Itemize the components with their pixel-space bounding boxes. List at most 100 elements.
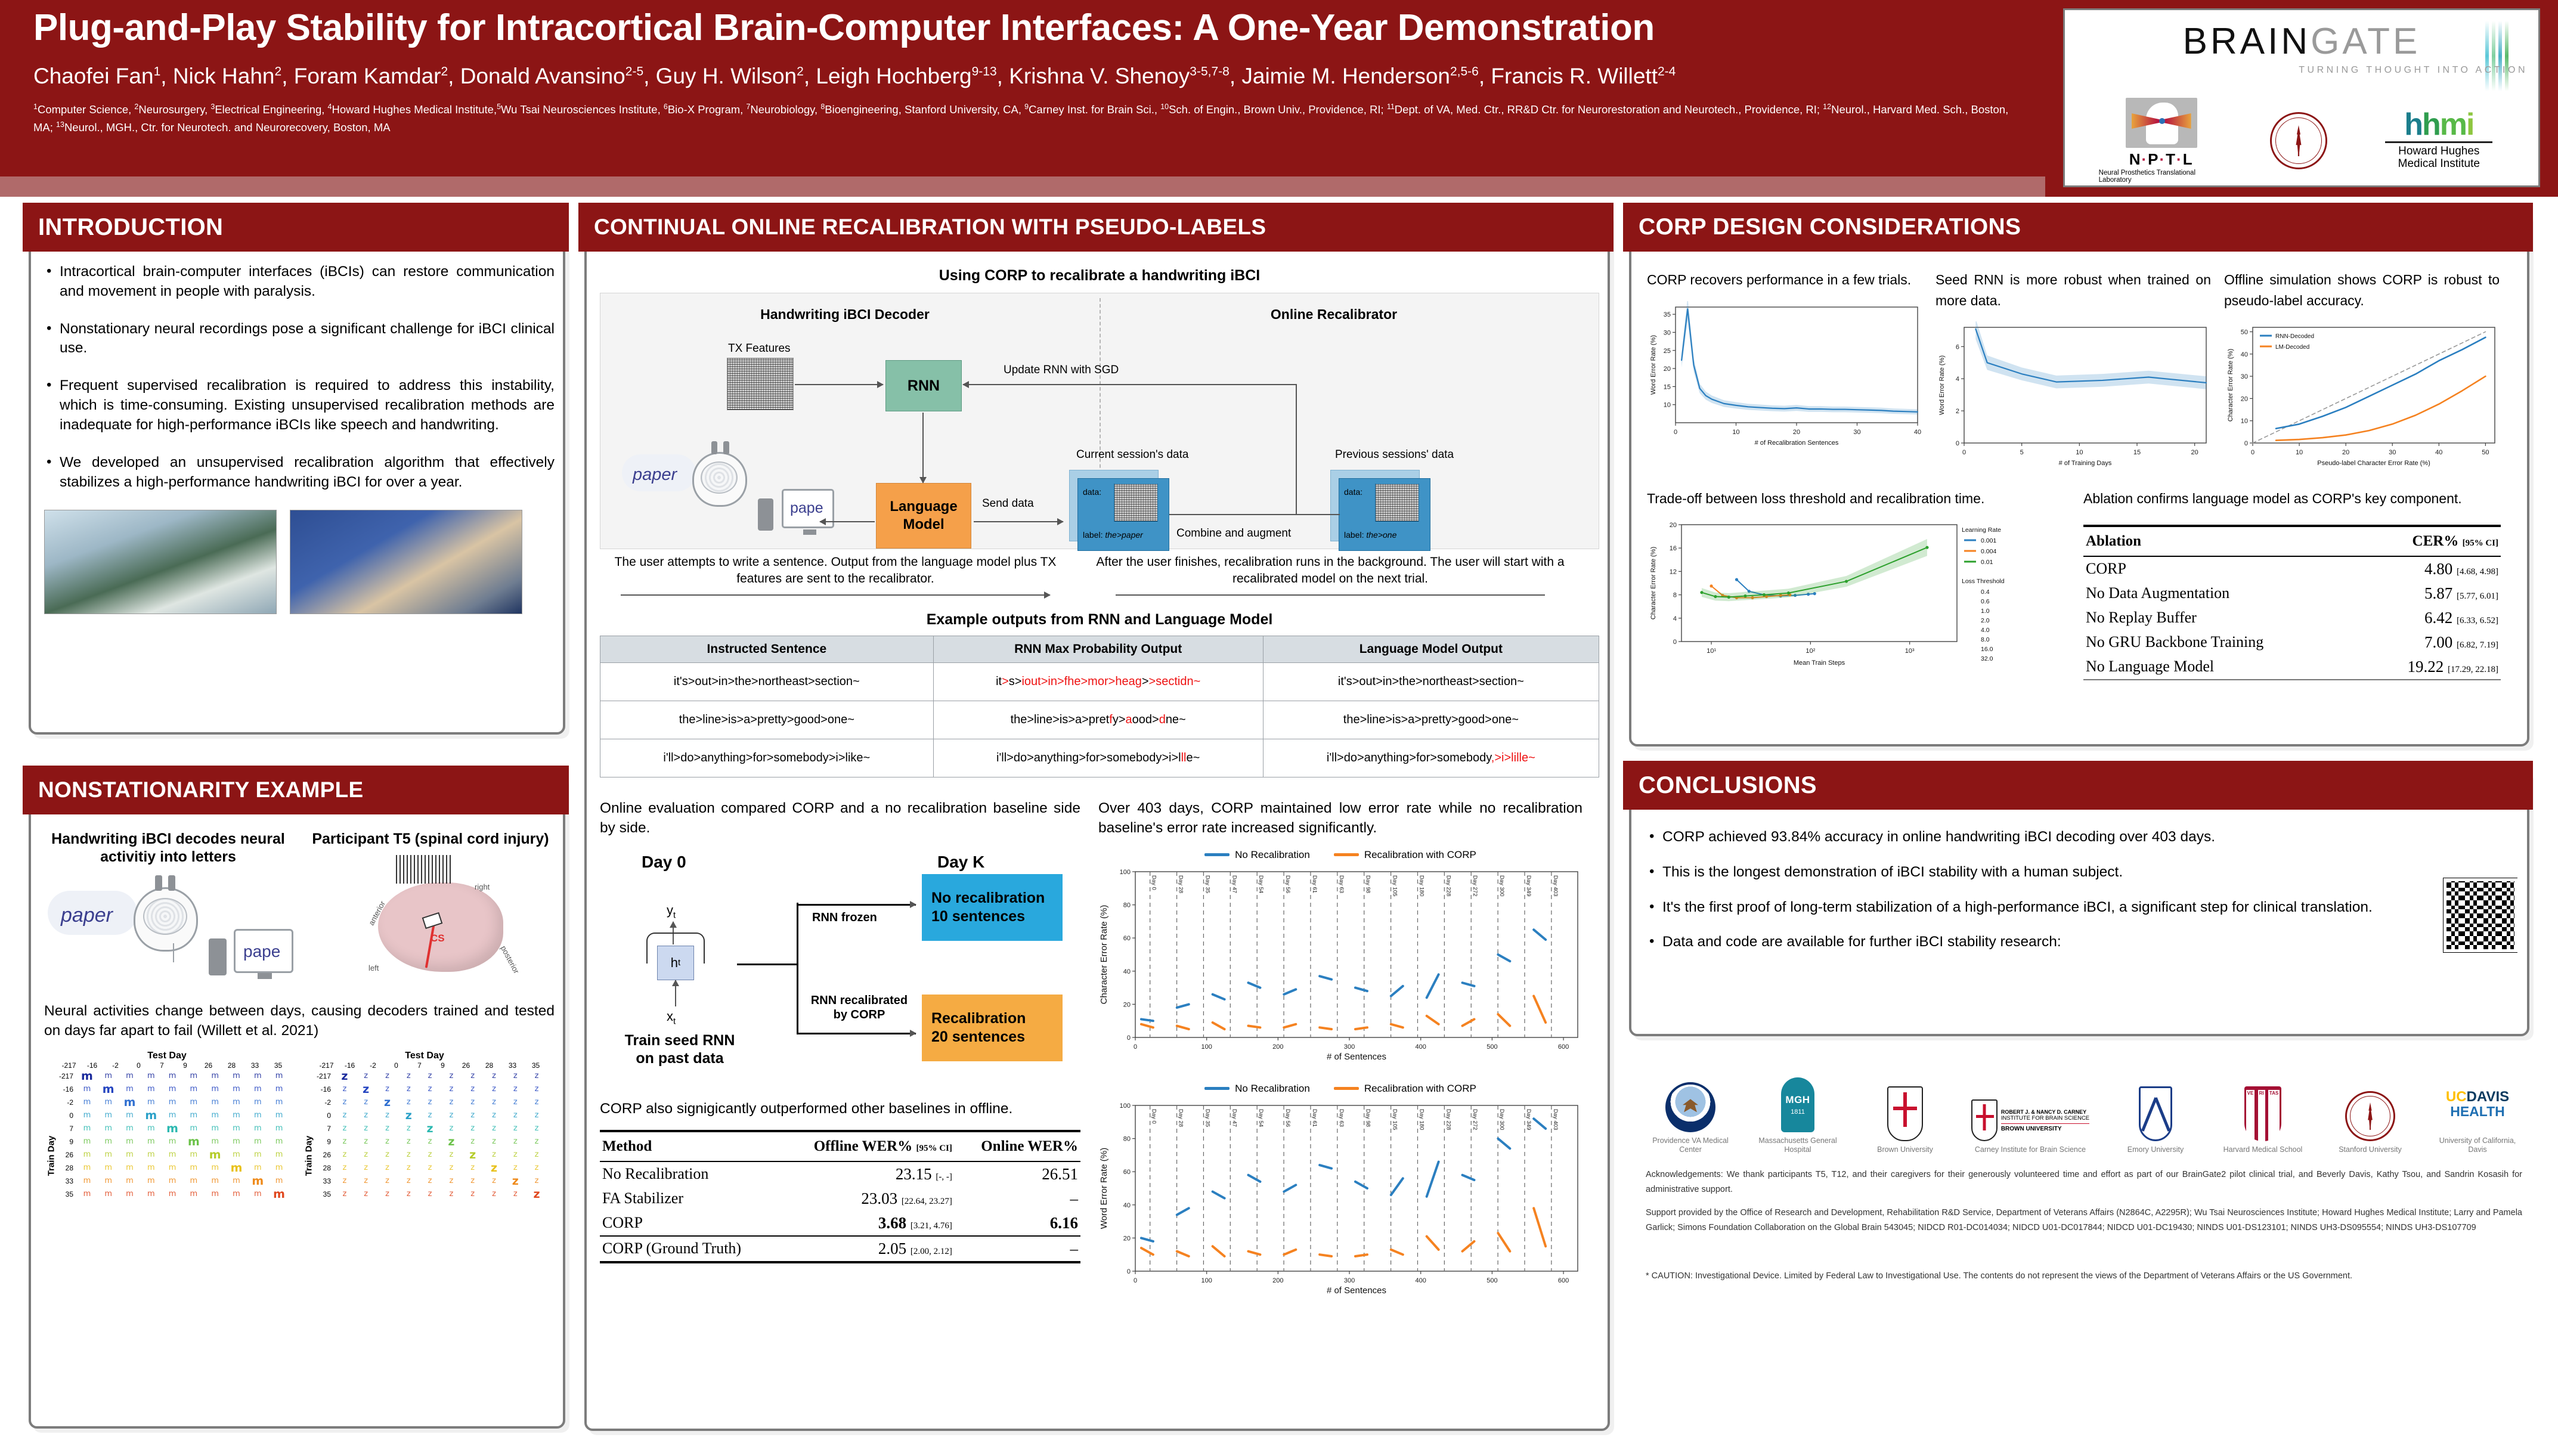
- grid-cell: z: [449, 1124, 454, 1133]
- svg-text:Day 349: Day 349: [1525, 1109, 1532, 1130]
- svg-text:2: 2: [1956, 408, 1959, 415]
- grid-cell: m: [83, 1098, 91, 1107]
- svg-text:Word Error Rate (%): Word Error Rate (%): [1099, 1148, 1109, 1229]
- svg-text:10²: 10²: [1806, 648, 1815, 655]
- grid-row-label: 26: [65, 1150, 73, 1159]
- grid-row: -217 m m m m m m m m m m: [57, 1070, 290, 1083]
- grid-cell: z: [406, 1150, 411, 1160]
- grid-cell: m: [147, 1098, 155, 1107]
- grid-cell: z: [342, 1150, 347, 1160]
- grid-cell: m: [190, 1111, 198, 1120]
- handwriting-decoder-title: Handwriting iBCI decodes neural activiti…: [51, 831, 285, 865]
- logo-brown: Brown University: [1860, 1086, 1950, 1154]
- grid-row-label: 33: [65, 1176, 73, 1185]
- svg-text:4: 4: [1956, 376, 1959, 383]
- logo-carney: ROBERT J. & NANCY D. CARNEY INSTITUTE FO…: [1968, 1099, 2093, 1154]
- conclusions-bullets: CORP achieved 93.84% accuracy in online …: [1647, 828, 2433, 952]
- svg-text:60: 60: [1123, 935, 1131, 942]
- grid-cell: m: [190, 1150, 198, 1160]
- svg-text:0: 0: [2244, 440, 2248, 447]
- svg-text:Day 403: Day 403: [1552, 875, 1559, 896]
- grid-cell: m: [233, 1098, 240, 1107]
- thought-word: paper: [61, 904, 113, 927]
- dayk-label: Day K: [937, 852, 985, 871]
- grid-cell: z: [383, 1095, 391, 1109]
- grid-cell: m: [83, 1085, 91, 1094]
- grid-cell: z: [428, 1111, 432, 1120]
- svg-text:0.01: 0.01: [1981, 559, 1993, 566]
- grid-cell: m: [209, 1148, 221, 1161]
- table-cell: –: [1070, 1239, 1079, 1257]
- grid-cell: m: [190, 1176, 198, 1186]
- online-eval-column: Online evaluation compared CORP and a no…: [600, 799, 1080, 1296]
- ablation-table: Ablation CER% [95% CI] CORP 4.80 [4.68, 4…: [2083, 525, 2501, 680]
- svg-text:0.4: 0.4: [1981, 588, 1990, 596]
- svg-text:Word Error Rate (%): Word Error Rate (%): [1650, 334, 1657, 394]
- svg-text:Day 403: Day 403: [1552, 1109, 1559, 1130]
- grid-cell: z: [470, 1176, 475, 1186]
- grid-cell: m: [211, 1124, 219, 1133]
- svg-text:10: 10: [1732, 429, 1739, 436]
- pseudo-label-chart: 0 10 20 30 40 50 0 10 20 30 40 50 Character Error Ra…: [2224, 321, 2500, 468]
- mgh-year: 1811: [1791, 1108, 1805, 1116]
- grid-cell: m: [233, 1085, 240, 1094]
- svg-text:20: 20: [2191, 449, 2198, 456]
- header-accent-strip: [0, 176, 2045, 197]
- no-recalibration-box: No recalibration 10 sentences: [922, 873, 1063, 941]
- thought-word: paper: [633, 465, 677, 484]
- qr-code[interactable]: [2443, 878, 2517, 953]
- grid-cell: z: [342, 1085, 347, 1094]
- posterior-label: posterior: [498, 944, 521, 975]
- svg-text:Pseudo-label Character Error R: Pseudo-label Character Error Rate (%): [2317, 460, 2430, 467]
- grid-cell: m: [126, 1176, 134, 1186]
- grid-row: 0 z z z z z z z z z z: [315, 1109, 547, 1122]
- table-cell: 7.00 [6.82, 7.19]: [2424, 633, 2498, 651]
- ucdavis-health: HEALTH: [2450, 1104, 2505, 1120]
- grid-cell: m: [145, 1108, 157, 1122]
- grid-rows: -217 z z z z z z z z z z -16 z z z z z z z z z z -2 z z z z z z z z z z 0…: [315, 1070, 547, 1201]
- hhmi-wordmark: hhmi: [2404, 107, 2475, 142]
- svg-text:2.0: 2.0: [1981, 617, 1990, 624]
- table-row: i'll>do>anything>for>somebody>i>like~ i'l…: [600, 739, 1599, 778]
- grid-cell: z: [342, 1137, 347, 1147]
- grid-cell: m: [168, 1085, 176, 1094]
- svg-text:6: 6: [1956, 343, 1959, 351]
- grid-cell: z: [385, 1137, 389, 1147]
- table-row: the>line>is>a>pretty>good>one~ the>line>i…: [600, 701, 1599, 740]
- grid-cell: z: [406, 1071, 411, 1081]
- legend-label: Recalibration with CORP: [1364, 1082, 1476, 1094]
- svg-text:0: 0: [1134, 1043, 1137, 1051]
- grid-cell: m: [168, 1111, 176, 1120]
- svg-text:100: 100: [1120, 869, 1131, 876]
- cer-chart-legend: No Recalibration Recalibration with CORP: [1098, 849, 1583, 861]
- label-key: label:: [1083, 530, 1103, 540]
- harvard-motto-1: VE: [2246, 1090, 2255, 1141]
- svg-text:Learning Rate: Learning Rate: [1962, 526, 2001, 534]
- institution-logo-panel: BRAIN GATE TURNING THOUGHT INTO ACTION N…: [2063, 8, 2540, 187]
- day0-label: Day 0: [642, 852, 686, 871]
- grid-cell: m: [147, 1124, 155, 1133]
- svg-text:Day 35: Day 35: [1204, 875, 1210, 893]
- grid-cell: m: [275, 1071, 283, 1081]
- svg-text:10: 10: [2076, 449, 2083, 456]
- table-cell: CORP: [2086, 560, 2126, 577]
- grid-cell: m: [147, 1176, 155, 1186]
- grid-cell: m: [126, 1163, 134, 1173]
- stanford-seal-icon: [2269, 112, 2327, 169]
- grid-cell: z: [534, 1176, 539, 1186]
- svg-text:Day 349: Day 349: [1525, 875, 1532, 896]
- svg-text:Day 180: Day 180: [1418, 1109, 1424, 1130]
- svg-text:8.0: 8.0: [1981, 636, 1990, 643]
- grid-col-labels: -217 -16 -2 0 7 9 26 28 33 35: [57, 1061, 290, 1070]
- table-row: FA Stabilizer 23.03 [22.64, 23.27] –: [600, 1187, 1080, 1211]
- participant-with-caregiver-photo: [290, 510, 522, 615]
- table-row: CORP (Ground Truth) 2.05 [2.00, 2.12] –: [600, 1235, 1080, 1262]
- grid-row-label: 35: [65, 1189, 73, 1198]
- grid-cell: m: [102, 1082, 114, 1096]
- svg-text:40: 40: [2241, 351, 2248, 358]
- design-considerations-panel: CORP DESIGN CONSIDERATIONS CORP recovers…: [1623, 203, 2533, 746]
- svg-text:10: 10: [1664, 401, 1671, 408]
- list-item: Intracortical brain-computer interfaces …: [44, 262, 555, 302]
- handwriting-grid-left: Test Day Train Day -217 -16 -2 0 7 9 26 28 33 35 …: [44, 1051, 290, 1201]
- grid-cell: z: [534, 1085, 539, 1094]
